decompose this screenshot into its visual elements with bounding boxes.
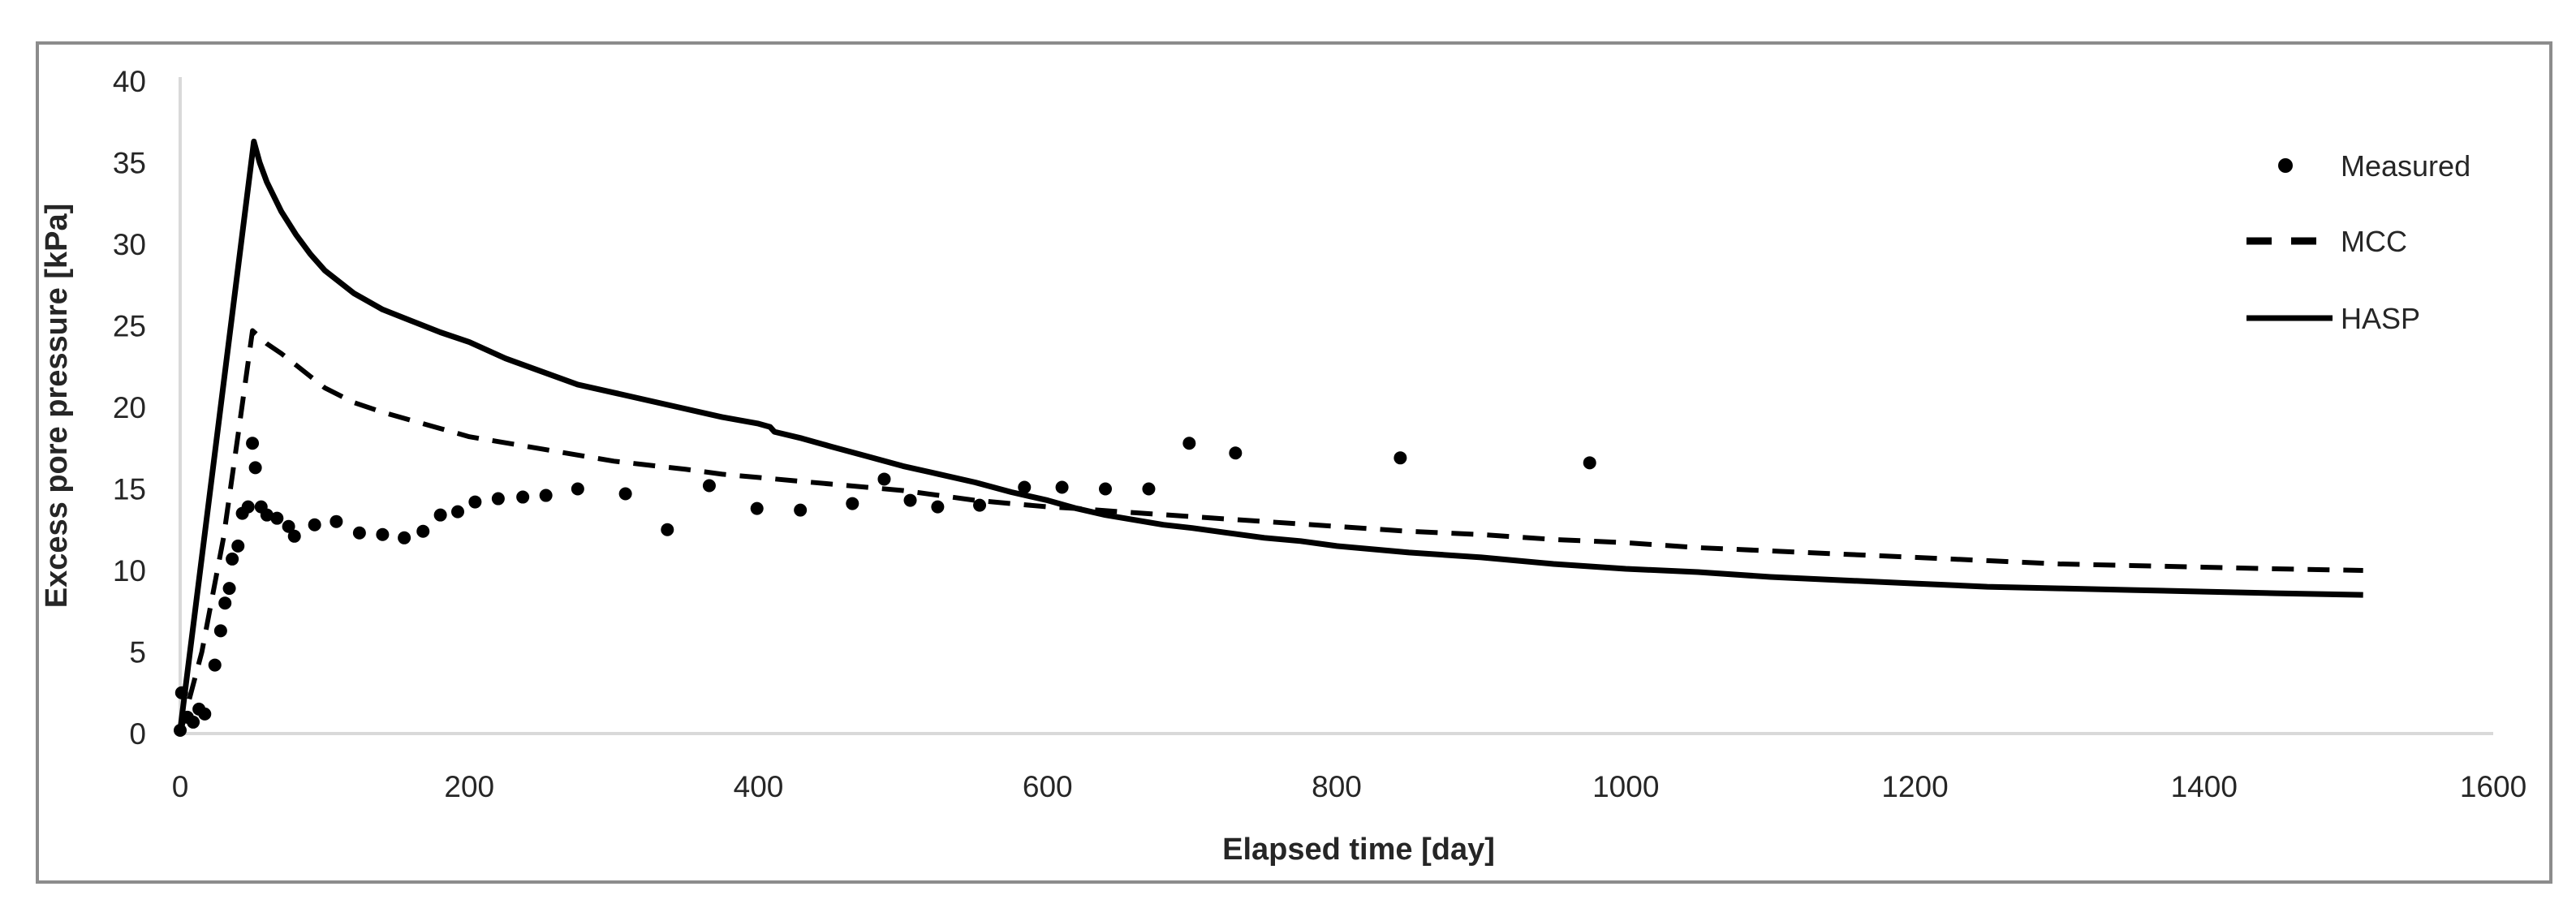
measured-point: [187, 715, 200, 729]
measured-point: [241, 500, 255, 514]
legend-label-mcc: MCC: [2341, 225, 2407, 258]
measured-point: [877, 472, 891, 486]
measured-point: [231, 539, 245, 553]
measured-point: [198, 707, 212, 721]
measured-point: [468, 495, 482, 509]
measured-point: [222, 582, 236, 596]
y-tick-label: 10: [113, 554, 146, 587]
measured-point: [282, 519, 295, 533]
measured-point: [571, 482, 584, 496]
legend-entry-hasp: HASP: [2246, 302, 2420, 335]
x-axis-title: Elapsed time [day]: [1222, 833, 1495, 867]
measured-point: [433, 508, 447, 522]
measured-point: [416, 524, 430, 538]
x-tick-label: 0: [172, 770, 189, 803]
measured-point: [1394, 451, 1407, 465]
measured-point: [213, 624, 227, 638]
measured-point: [661, 523, 674, 536]
x-tick-label: 1400: [2171, 770, 2238, 803]
mcc-curve: [178, 328, 2363, 734]
y-tick-label: 5: [129, 636, 146, 669]
measured-point: [376, 527, 390, 541]
y-tick-label: 0: [129, 717, 146, 751]
measured-point: [750, 501, 764, 515]
measured-point: [516, 490, 530, 504]
x-tick-label: 1200: [1881, 770, 1948, 803]
measured-point: [260, 508, 274, 522]
measured-point: [308, 518, 321, 532]
measured-marker-icon: [2278, 158, 2293, 173]
y-tick-label: 30: [113, 228, 146, 261]
x-tick-label: 200: [444, 770, 494, 803]
legend-entry-mcc: MCC: [2246, 225, 2407, 258]
x-tick-label: 800: [1312, 770, 1362, 803]
legend: Measured MCC HASP: [2246, 149, 2470, 335]
y-tick-label: 25: [113, 310, 146, 343]
measured-point: [248, 461, 262, 475]
y-tick-label: 40: [113, 65, 146, 98]
legend-label-measured: Measured: [2341, 149, 2470, 183]
figure-border: [36, 41, 2552, 884]
measured-point: [794, 503, 808, 517]
legend-entry-measured: Measured: [2278, 149, 2470, 183]
measured-point: [1055, 480, 1069, 494]
measured-point: [903, 493, 917, 507]
measured-point: [539, 488, 553, 502]
y-tick-label: 15: [113, 473, 146, 506]
y-tick-label: 20: [113, 391, 146, 424]
legend-label-hasp: HASP: [2341, 302, 2420, 335]
measured-point: [270, 511, 284, 525]
measured-point: [208, 658, 222, 672]
measured-point: [1583, 456, 1596, 470]
measured-point: [451, 505, 464, 519]
y-axis-title: Excess pore pressure [kPa]: [40, 204, 74, 609]
measured-point: [491, 492, 505, 506]
x-tick-label: 400: [734, 770, 784, 803]
x-tick-label: 1600: [2460, 770, 2526, 803]
x-tick-label: 1000: [1592, 770, 1659, 803]
measured-point: [1099, 482, 1112, 496]
measured-point: [931, 500, 945, 514]
measured-point: [398, 531, 411, 544]
measured-point: [226, 552, 239, 566]
measured-point: [618, 487, 632, 501]
hasp-curve: [177, 138, 2363, 731]
measured-point: [1182, 437, 1196, 450]
measured-point: [330, 514, 343, 528]
measured-point: [352, 526, 366, 540]
measured-point: [1142, 482, 1156, 496]
measured-point: [702, 479, 716, 493]
measured-point: [218, 596, 232, 610]
y-tick-label: 35: [113, 147, 146, 180]
measured-point: [287, 529, 301, 543]
measured-point: [846, 497, 859, 510]
measured-point: [1018, 480, 1032, 494]
x-tick-label: 600: [1023, 770, 1073, 803]
series-layer: [174, 138, 2363, 737]
measured-point: [1229, 446, 1243, 460]
measured-point: [246, 437, 260, 450]
measured-point: [973, 498, 987, 512]
